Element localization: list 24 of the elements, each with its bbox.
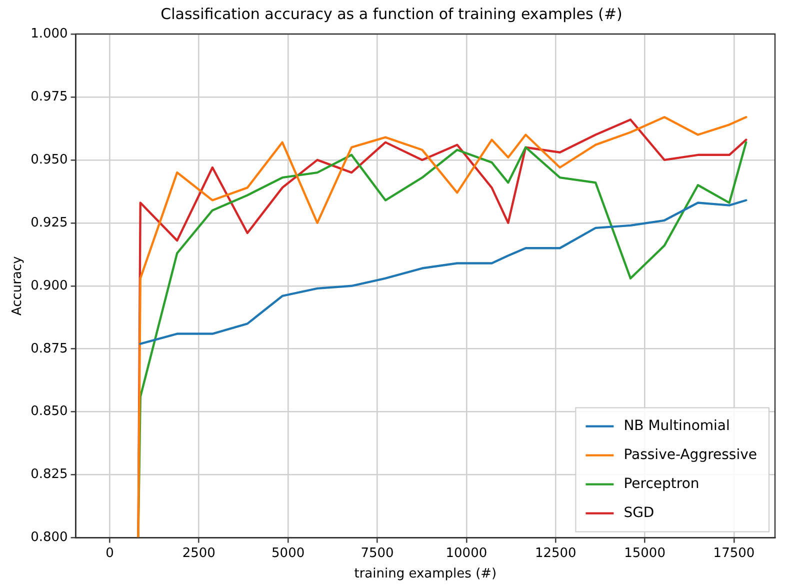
x-tick-label: 17500	[713, 546, 755, 561]
y-tick-label: 1.000	[30, 26, 68, 42]
x-tick-label: 10000	[446, 546, 488, 561]
legend-label: Passive-Aggressive	[624, 446, 758, 463]
x-tick-label: 0	[106, 546, 114, 561]
legend-label: Perceptron	[624, 476, 700, 492]
x-tick-label: 15000	[624, 546, 666, 561]
y-tick-label: 0.850	[30, 404, 68, 420]
y-tick-label: 0.975	[30, 89, 68, 104]
x-axis-title: training examples (#)	[354, 566, 497, 582]
x-tick-label: 5000	[272, 546, 305, 561]
legend-label: NB Multinomial	[624, 418, 730, 434]
legend-label: SGD	[624, 504, 654, 521]
y-tick-label: 0.950	[30, 152, 68, 168]
y-tick-label: 0.925	[30, 215, 68, 230]
y-tick-label: 0.875	[30, 341, 68, 356]
x-tick-label: 7500	[360, 546, 394, 561]
y-axis-title: Accuracy	[10, 256, 26, 316]
chart-title: Classification accuracy as a function of training examples (#)	[160, 4, 622, 23]
y-tick-label: 0.800	[30, 530, 68, 546]
x-tick-label: 12500	[534, 546, 576, 561]
x-tick-label: 2500	[182, 546, 216, 561]
y-tick-label: 0.825	[30, 467, 68, 482]
y-tick-label: 0.900	[30, 278, 68, 294]
